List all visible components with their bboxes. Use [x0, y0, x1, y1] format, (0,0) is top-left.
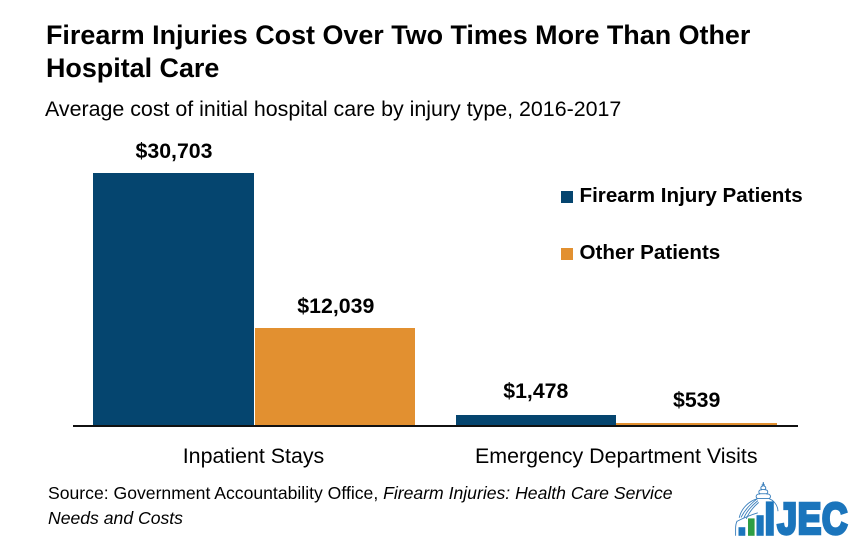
svg-text:JEC: JEC: [777, 495, 848, 544]
